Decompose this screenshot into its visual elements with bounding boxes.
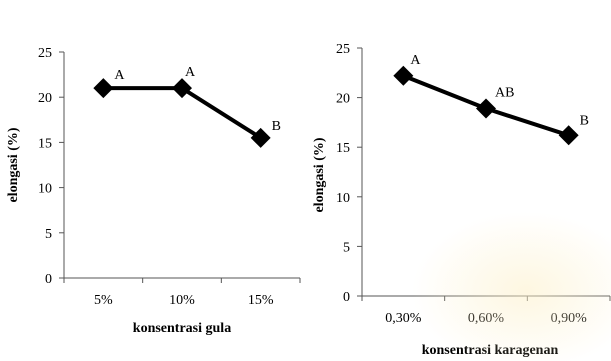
- y-axis-title: elongasi (%): [6, 127, 21, 202]
- data-point-label: AB: [495, 86, 514, 101]
- x-tick-label: 0,30%: [385, 311, 422, 326]
- data-point-label: A: [114, 68, 125, 83]
- x-tick-label: 15%: [248, 293, 274, 308]
- data-point-marker: [558, 125, 579, 146]
- data-point-marker: [250, 127, 271, 148]
- x-axis-title: konsentrasi karagenan: [422, 343, 559, 358]
- y-tick-label: 20: [336, 92, 350, 107]
- x-tick-label: 10%: [169, 293, 195, 308]
- y-tick-label: 25: [336, 42, 350, 57]
- y-tick-label: 25: [38, 46, 52, 61]
- y-tick-label: 0: [45, 272, 52, 287]
- data-point-marker: [93, 78, 114, 99]
- x-tick-label: 5%: [94, 293, 113, 308]
- data-point-label: A: [185, 65, 196, 80]
- data-point-marker: [393, 65, 414, 86]
- x-tick-label: 0,90%: [551, 311, 588, 326]
- x-axis-title: konsentrasi gula: [133, 321, 231, 336]
- chart-konsentrasi-karagenan: 0 5 10 15 20 25 0,30% 0,60% 0,90% A AB Bkonsentrasi…: [312, 42, 611, 358]
- y-axis-title: elongasi (%): [312, 137, 327, 212]
- y-tick-label: 15: [38, 136, 52, 151]
- data-point-marker: [476, 98, 496, 119]
- y-tick-label: 10: [336, 191, 350, 206]
- data-point-label: B: [272, 119, 281, 134]
- y-tick-label: 15: [336, 141, 350, 156]
- data-point-label: A: [410, 53, 421, 68]
- y-tick-label: 10: [38, 182, 52, 197]
- data-point-marker: [172, 78, 192, 99]
- y-tick-label: 5: [343, 240, 350, 255]
- y-tick-label: 5: [45, 227, 52, 242]
- y-tick-label: 0: [343, 290, 350, 305]
- x-tick-label: 0,60%: [468, 311, 505, 326]
- data-point-label: B: [580, 113, 589, 128]
- y-tick-label: 20: [38, 91, 52, 106]
